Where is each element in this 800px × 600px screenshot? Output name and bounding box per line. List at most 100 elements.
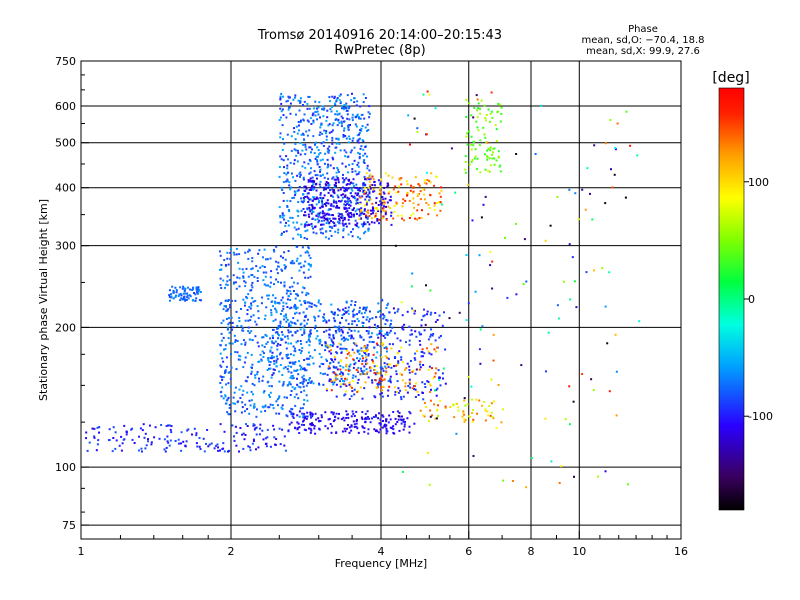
data-point xyxy=(224,305,227,307)
data-point xyxy=(313,206,316,209)
data-point xyxy=(346,196,349,199)
data-point xyxy=(321,227,324,230)
data-point xyxy=(268,364,271,366)
data-point xyxy=(376,344,379,346)
data-point xyxy=(343,203,346,206)
data-point xyxy=(359,196,362,199)
data-point xyxy=(333,97,336,100)
data-point xyxy=(314,316,317,319)
data-point xyxy=(290,421,293,424)
data-point xyxy=(304,302,307,305)
data-point xyxy=(469,416,471,418)
data-point xyxy=(368,310,371,313)
data-point xyxy=(265,335,268,337)
data-point xyxy=(280,331,283,334)
data-point xyxy=(356,391,359,393)
data-point xyxy=(226,251,229,254)
data-point xyxy=(340,375,343,378)
data-point xyxy=(395,373,398,376)
data-point xyxy=(249,338,252,341)
data-point xyxy=(476,116,479,119)
data-point xyxy=(345,363,348,366)
data-point xyxy=(382,191,385,194)
data-point xyxy=(493,147,496,150)
data-point xyxy=(303,412,306,415)
data-point xyxy=(342,219,344,222)
data-point xyxy=(384,355,387,358)
data-point xyxy=(313,304,316,307)
data-point xyxy=(244,356,247,359)
data-point xyxy=(154,426,157,429)
data-point xyxy=(208,443,211,446)
data-point xyxy=(180,449,183,452)
data-point xyxy=(319,372,322,375)
data-point xyxy=(264,405,267,408)
data-point xyxy=(269,276,272,279)
data-point xyxy=(327,365,330,368)
data-point xyxy=(479,362,482,365)
data-point xyxy=(410,329,413,332)
data-point xyxy=(402,395,405,398)
data-point xyxy=(484,136,487,139)
data-point xyxy=(373,184,376,187)
data-point xyxy=(395,390,398,393)
data-point xyxy=(370,335,373,338)
data-point xyxy=(365,195,368,198)
data-point xyxy=(309,198,312,201)
data-point xyxy=(333,319,336,322)
data-point xyxy=(359,210,362,213)
data-point xyxy=(614,333,617,336)
data-point xyxy=(328,131,331,134)
data-point xyxy=(305,384,308,387)
data-point xyxy=(235,253,238,256)
data-point xyxy=(361,411,364,414)
data-point xyxy=(350,395,353,398)
data-point xyxy=(338,99,341,102)
data-point xyxy=(401,379,404,382)
data-point xyxy=(287,342,290,345)
data-point xyxy=(499,103,502,106)
data-point xyxy=(349,212,352,215)
data-point xyxy=(344,204,347,207)
data-point xyxy=(133,442,136,444)
data-point xyxy=(144,432,147,435)
data-point xyxy=(549,224,552,227)
data-point xyxy=(297,99,300,102)
data-point xyxy=(371,317,374,320)
data-point xyxy=(296,383,299,386)
data-point xyxy=(394,185,397,188)
data-point xyxy=(353,207,355,210)
data-point xyxy=(263,390,266,393)
data-point xyxy=(343,149,346,152)
data-point xyxy=(477,107,480,110)
data-point xyxy=(366,362,369,365)
data-point xyxy=(332,217,335,220)
data-point xyxy=(266,294,269,297)
data-point xyxy=(341,331,344,334)
data-point xyxy=(362,182,365,185)
data-point xyxy=(463,420,466,423)
data-point xyxy=(351,310,354,313)
data-point xyxy=(310,305,313,308)
data-point xyxy=(243,410,246,413)
data-point xyxy=(365,349,368,352)
data-point xyxy=(423,329,426,332)
data-point xyxy=(272,320,275,322)
data-point xyxy=(346,113,349,116)
data-point xyxy=(358,171,361,174)
data-point xyxy=(334,224,337,227)
data-point xyxy=(167,424,170,427)
data-point xyxy=(392,425,395,428)
data-point xyxy=(295,293,298,295)
data-point xyxy=(314,183,317,186)
data-point xyxy=(367,209,370,212)
data-point xyxy=(418,333,421,336)
data-point xyxy=(267,358,270,361)
data-point xyxy=(293,226,296,229)
data-point xyxy=(331,156,334,159)
data-point xyxy=(361,363,364,365)
data-point xyxy=(171,285,174,288)
data-point xyxy=(255,415,258,418)
data-point xyxy=(324,411,327,414)
data-point xyxy=(495,159,498,162)
